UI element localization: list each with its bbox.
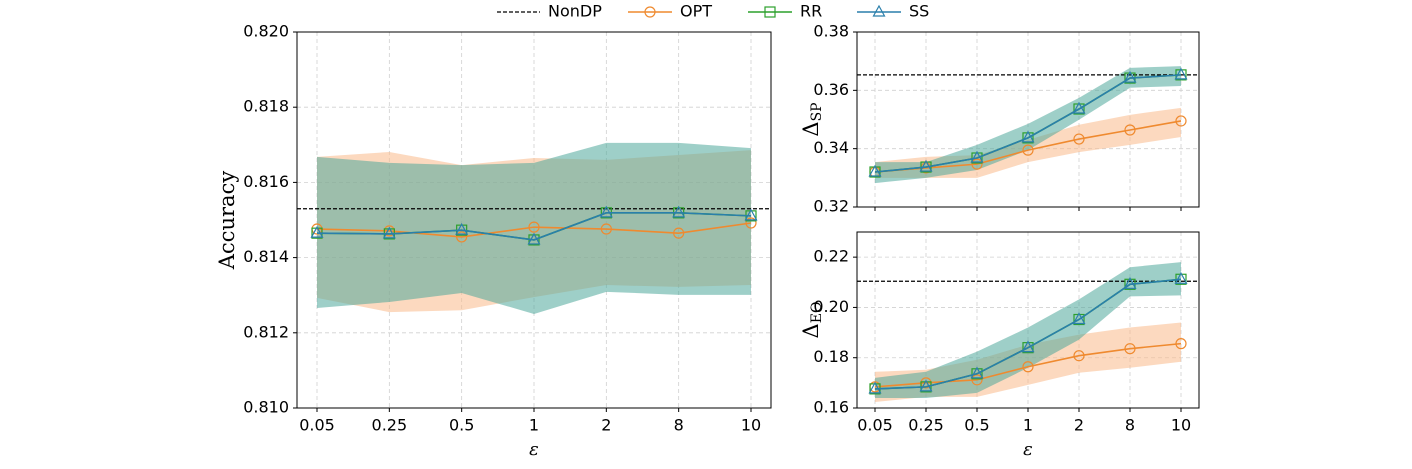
y-axis-label-main: Accuracy bbox=[215, 171, 239, 271]
y-tick-label: 0.820 bbox=[243, 22, 289, 41]
data-point bbox=[1072, 101, 1086, 114]
data-point bbox=[919, 159, 933, 172]
y-tick-label: 0.22 bbox=[813, 247, 849, 266]
panel: 0.16 0.18 0.20 0.22 0.05 0.25 0.5 1 2 8 10 ΔEO ε bbox=[799, 231, 1200, 460]
plot-frame bbox=[856, 231, 1200, 409]
legend-label: NonDP bbox=[548, 2, 602, 21]
x-tick-label: 0.25 bbox=[908, 416, 944, 435]
data-point bbox=[868, 381, 882, 394]
y-axis-label: ΔSP bbox=[799, 102, 826, 136]
x-axis-label: ε bbox=[529, 439, 539, 460]
y-axis-label-sub: EO bbox=[809, 302, 825, 324]
plot-frame bbox=[296, 31, 772, 409]
data-point bbox=[456, 231, 468, 243]
x-axis-label: ε bbox=[1023, 439, 1033, 460]
data-point bbox=[310, 225, 324, 238]
data-point bbox=[919, 379, 933, 392]
x-tick-label: 8 bbox=[1125, 416, 1135, 435]
y-tick-label: 0.810 bbox=[243, 398, 289, 417]
band bbox=[875, 66, 1181, 184]
y-tick-label: 0.16 bbox=[813, 398, 849, 417]
series-line bbox=[316, 212, 752, 241]
legend-marker bbox=[872, 4, 886, 17]
data-point bbox=[528, 221, 540, 233]
y-tick-label: 0.818 bbox=[243, 97, 289, 116]
data-point bbox=[455, 222, 469, 235]
data-point bbox=[1124, 343, 1136, 355]
y-tick-label: 0.32 bbox=[813, 197, 849, 216]
data-point bbox=[1022, 361, 1034, 373]
data-point bbox=[1124, 124, 1136, 136]
y-tick-label: 0.34 bbox=[813, 138, 849, 157]
y-tick-label: 0.38 bbox=[813, 22, 849, 41]
data-point bbox=[1175, 338, 1187, 350]
series-line bbox=[874, 278, 1182, 390]
data-point bbox=[1021, 130, 1035, 143]
data-point bbox=[1072, 312, 1086, 325]
x-tick-label: 10 bbox=[741, 416, 761, 435]
x-tick-label: 0.25 bbox=[372, 416, 408, 435]
data-point bbox=[1174, 67, 1188, 80]
data-point bbox=[1175, 115, 1187, 127]
data-point bbox=[527, 232, 541, 245]
x-tick-label: 10 bbox=[1171, 416, 1191, 435]
y-axis-label-main: Δ bbox=[799, 121, 823, 136]
data-point bbox=[382, 226, 396, 239]
data-point bbox=[744, 208, 758, 221]
data-point bbox=[600, 223, 612, 235]
y-tick-label: 0.36 bbox=[813, 80, 849, 99]
data-point bbox=[673, 227, 685, 239]
x-tick-label: 1 bbox=[1023, 416, 1033, 435]
y-axis-label-main: Δ bbox=[799, 323, 823, 338]
panel: 0.810 0.812 0.814 0.816 0.818 0.820 0.05 0.25 0.… bbox=[215, 22, 772, 460]
y-tick-label: 0.812 bbox=[243, 322, 289, 341]
data-point bbox=[1123, 277, 1137, 289]
data-point bbox=[1022, 144, 1034, 156]
x-tick-label: 0.05 bbox=[857, 416, 893, 435]
x-tick-label: 0.05 bbox=[299, 416, 335, 435]
y-tick-label: 0.814 bbox=[243, 247, 289, 266]
data-point bbox=[1073, 350, 1085, 362]
y-axis-label: Accuracy bbox=[215, 171, 239, 271]
series-line bbox=[874, 120, 1182, 173]
y-tick-label: 0.18 bbox=[813, 347, 849, 366]
data-point bbox=[1123, 70, 1137, 83]
band bbox=[875, 262, 1181, 398]
legend-label: RR bbox=[800, 2, 822, 21]
plot-frame bbox=[856, 31, 1200, 208]
series-line bbox=[874, 342, 1182, 388]
data-point bbox=[1021, 340, 1035, 353]
legend-marker bbox=[644, 6, 656, 18]
legend-label: OPT bbox=[680, 2, 712, 21]
x-tick-label: 1 bbox=[529, 416, 539, 435]
data-point bbox=[745, 217, 757, 229]
x-tick-label: 2 bbox=[1074, 416, 1084, 435]
legend: NonDP OPT RR SS bbox=[497, 2, 929, 21]
x-tick-label: 0.5 bbox=[449, 416, 474, 435]
data-point bbox=[1174, 272, 1188, 284]
series-line bbox=[874, 74, 1182, 173]
y-tick-label: 0.20 bbox=[813, 297, 849, 316]
legend-marker bbox=[764, 6, 776, 18]
data-point bbox=[599, 205, 613, 218]
band bbox=[317, 142, 751, 314]
series-line bbox=[316, 222, 752, 238]
y-tick-label: 0.816 bbox=[243, 172, 289, 191]
x-tick-label: 2 bbox=[601, 416, 611, 435]
x-tick-label: 0.5 bbox=[964, 416, 989, 435]
x-tick-label: 8 bbox=[674, 416, 684, 435]
data-point bbox=[970, 150, 984, 163]
legend-label: SS bbox=[909, 2, 929, 21]
y-axis-label-sub: SP bbox=[809, 102, 825, 121]
data-point bbox=[971, 158, 983, 170]
data-point bbox=[672, 205, 686, 218]
y-axis-label: ΔEO bbox=[799, 302, 826, 339]
data-point bbox=[971, 374, 983, 386]
data-point bbox=[868, 164, 882, 177]
data-point bbox=[1073, 133, 1085, 145]
panel: 0.32 0.34 0.36 0.38 ΔSP bbox=[799, 22, 1200, 216]
data-point bbox=[970, 366, 984, 379]
